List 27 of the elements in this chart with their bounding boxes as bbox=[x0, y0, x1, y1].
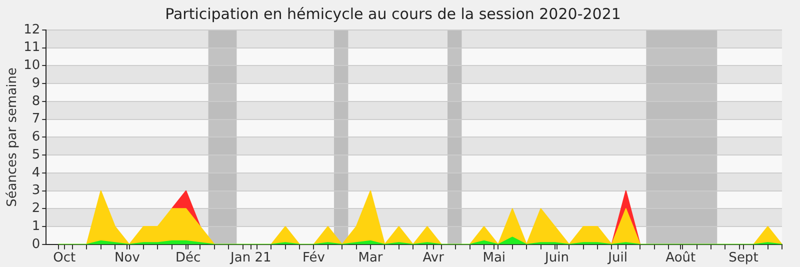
chart-title: Participation en hémicycle au cours de la session 2020-2021 bbox=[165, 4, 621, 23]
y-tick-label: 6 bbox=[32, 130, 40, 145]
x-tick-label: Juil bbox=[607, 250, 628, 266]
x-tick-label: Sept bbox=[728, 250, 758, 266]
x-tick-label: Jan 21 bbox=[230, 250, 272, 266]
x-tick-label: Juin bbox=[544, 250, 569, 266]
y-axis-title: Séances par semaine bbox=[5, 67, 20, 207]
y-tick-label: 11 bbox=[24, 40, 40, 56]
y-tick-label: 7 bbox=[32, 112, 40, 127]
x-tick-label: Avr bbox=[422, 250, 445, 266]
x-tick-label: Mai bbox=[482, 250, 506, 266]
x-tick-label: Fév bbox=[302, 250, 326, 266]
y-tick-label: 9 bbox=[32, 76, 40, 91]
x-tick-label: Août bbox=[666, 250, 696, 266]
x-tick-label: Mar bbox=[358, 250, 384, 266]
y-tick-label: 12 bbox=[24, 22, 40, 38]
y-tick-label: 5 bbox=[32, 147, 40, 162]
y-tick-label: 10 bbox=[24, 58, 40, 74]
x-tick-label: Déc bbox=[175, 250, 201, 266]
y-tick-label: 0 bbox=[32, 236, 40, 252]
y-tick-label: 4 bbox=[32, 165, 40, 180]
x-tick-label: Nov bbox=[114, 250, 140, 266]
y-tick-label: 8 bbox=[32, 94, 40, 109]
y-tick-label: 3 bbox=[32, 183, 40, 198]
x-tick-label: Oct bbox=[53, 250, 76, 266]
y-tick-label: 2 bbox=[32, 201, 40, 216]
y-tick-label: 1 bbox=[32, 218, 40, 234]
